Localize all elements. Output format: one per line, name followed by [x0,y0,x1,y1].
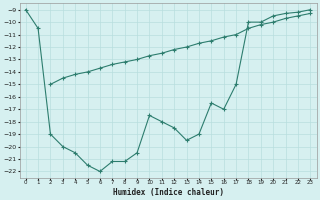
X-axis label: Humidex (Indice chaleur): Humidex (Indice chaleur) [113,188,223,197]
